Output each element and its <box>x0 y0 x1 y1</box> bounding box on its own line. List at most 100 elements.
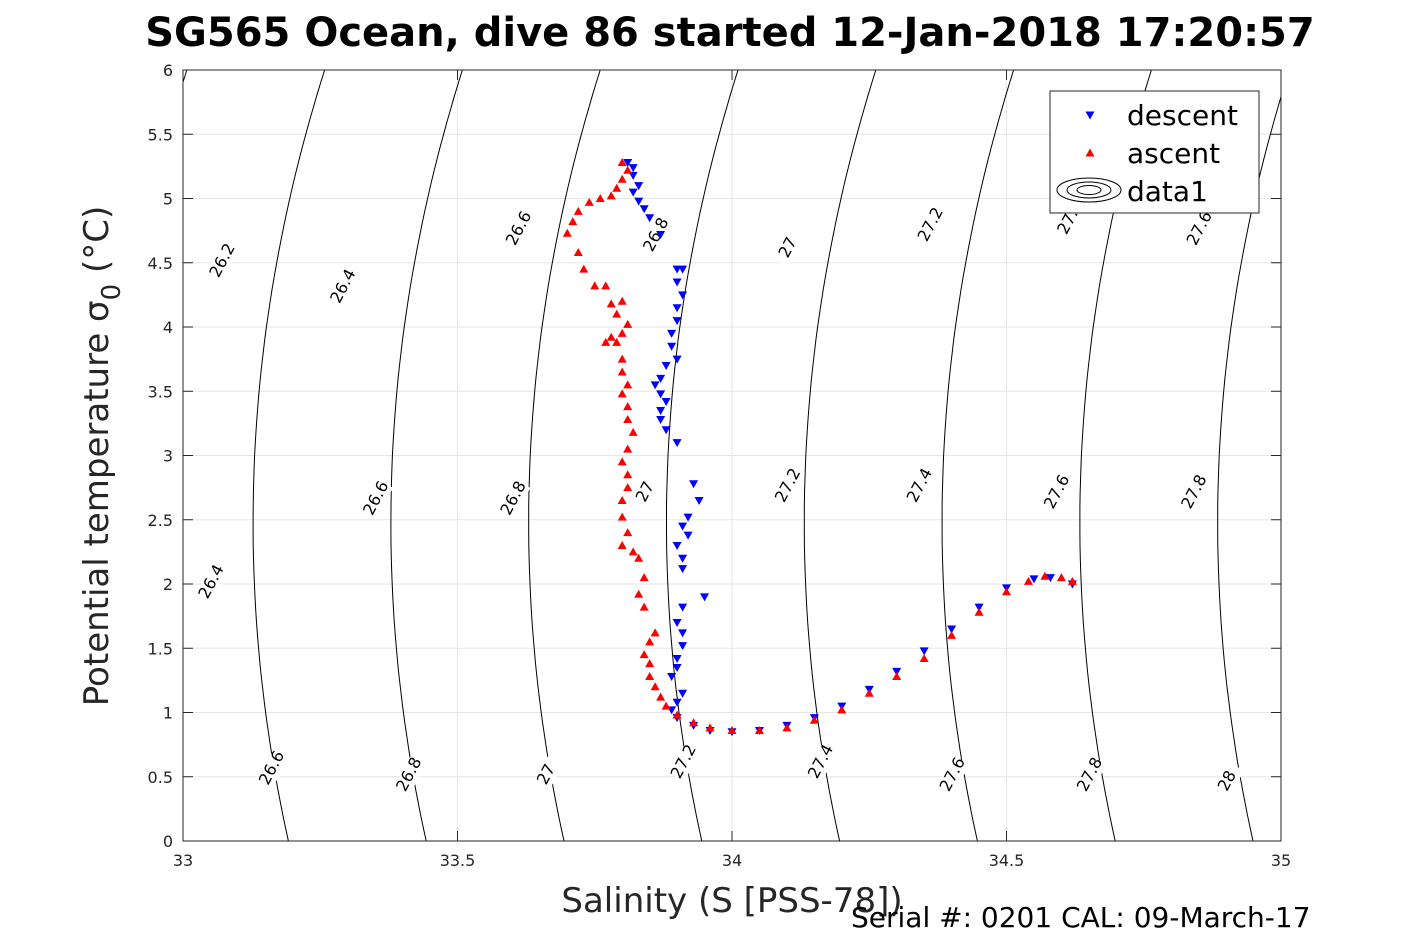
ascent-point <box>639 650 649 659</box>
density-contour-27.4 <box>803 70 877 841</box>
legend-descent-label: descent <box>1127 99 1238 132</box>
y-axis-label-subscript: 0 <box>97 284 127 301</box>
descent-point <box>1045 574 1055 583</box>
ascent-point <box>672 710 682 719</box>
ascent-point <box>617 354 627 363</box>
legend: descent ascent data1 <box>1049 90 1260 214</box>
descent-point <box>683 513 693 522</box>
x-tick-label: 33 <box>173 851 193 870</box>
ascent-point <box>623 402 633 411</box>
descent-point <box>656 416 666 425</box>
descent-point <box>667 342 677 351</box>
ascent-point <box>617 296 627 305</box>
ascent-point <box>612 309 622 318</box>
chart-title: SG565 Ocean, dive 86 started 12-Jan-2018… <box>145 10 1314 56</box>
descent-point <box>672 304 682 313</box>
density-contour-27.2 <box>666 70 739 841</box>
descent-point <box>628 188 638 197</box>
descent-point <box>974 603 984 612</box>
y-tick-label: 4 <box>163 318 173 337</box>
y-tick-label: 0.5 <box>148 768 173 787</box>
ascent-point <box>579 264 589 273</box>
x-tick-label: 34 <box>722 851 742 870</box>
ascent-point <box>650 628 660 637</box>
descent-point <box>667 673 677 682</box>
ascent-point <box>623 319 633 328</box>
legend-ascent-marker <box>1085 148 1095 157</box>
ascent-point <box>656 692 666 701</box>
descent-point <box>672 317 682 326</box>
ascent-point <box>628 427 638 436</box>
descent-point <box>678 565 688 574</box>
ascent-point <box>617 540 627 549</box>
descent-point <box>656 374 666 383</box>
y-tick-label: 2.5 <box>148 511 173 530</box>
ascent-point <box>623 483 633 492</box>
ascent-point <box>974 607 984 616</box>
descent-point <box>678 522 688 531</box>
ascent-point <box>809 715 819 724</box>
ascent-point <box>573 206 583 215</box>
ascent-point <box>623 380 633 389</box>
ascent-point <box>617 174 627 183</box>
descent-point <box>634 197 644 206</box>
descent-point <box>892 667 902 676</box>
y-tick-label: 1.5 <box>148 639 173 658</box>
y-axis-label-unit: (°C) <box>77 206 117 284</box>
legend-data1-contour-icon <box>1056 177 1122 203</box>
descent-point <box>656 230 666 239</box>
ascent-point <box>639 602 649 611</box>
descent-point <box>678 629 688 638</box>
ascent-point <box>606 191 616 200</box>
density-contour-26.8 <box>390 70 463 841</box>
y-axis-ticks: 0 0.5 1 1.5 2 2.5 3 3.5 4 4.5 5 5.5 6 <box>148 61 1281 851</box>
density-contour-26.6 <box>252 70 326 841</box>
ascent-point <box>864 688 874 697</box>
descent-point <box>683 531 693 540</box>
ascent-point <box>919 654 929 663</box>
descent-point <box>672 655 682 664</box>
descent-point <box>661 398 671 407</box>
x-axis-label: Salinity (S [PSS-78]) <box>561 881 902 921</box>
descent-point <box>689 480 699 489</box>
descent-point <box>672 698 682 707</box>
legend-data1-label: data1 <box>1127 175 1208 208</box>
ascent-point <box>623 470 633 479</box>
ascent-point <box>623 444 633 453</box>
grid-lines <box>182 69 1282 842</box>
ascent-point <box>754 725 764 734</box>
descent-point <box>661 362 671 371</box>
ascent-point <box>612 183 622 192</box>
ascent-point <box>590 281 600 290</box>
density-contour-26.2 <box>0 70 49 841</box>
descent-point <box>672 541 682 550</box>
ascent-point <box>606 332 616 341</box>
footer-serial-cal: Serial #: 0201 CAL: 09-March-17 <box>851 901 1311 934</box>
x-tick-label: 35 <box>1271 851 1291 870</box>
ascent-point <box>617 328 627 337</box>
descent-point <box>694 496 704 505</box>
ascent-point <box>645 637 655 646</box>
ascent-point <box>584 197 594 206</box>
ascent-point <box>1067 576 1077 585</box>
ascent-point <box>617 512 627 521</box>
y-tick-label: 3.5 <box>148 382 173 401</box>
y-tick-label: 3 <box>163 447 173 466</box>
ascent-point <box>837 705 847 714</box>
descent-point <box>947 625 957 634</box>
legend-ascent-label: ascent <box>1127 137 1220 170</box>
ascent-point <box>573 247 583 256</box>
ascent-point <box>617 457 627 466</box>
descent-point <box>678 265 688 274</box>
descent-point <box>672 619 682 628</box>
ascent-point <box>628 547 638 556</box>
descent-point <box>645 214 655 223</box>
ascent-point <box>727 725 737 734</box>
legend-box <box>1049 90 1260 214</box>
ascent-point <box>623 165 633 174</box>
descent-point <box>672 664 682 673</box>
descent-point <box>634 182 644 191</box>
x-tick-label: 33.5 <box>440 851 476 870</box>
